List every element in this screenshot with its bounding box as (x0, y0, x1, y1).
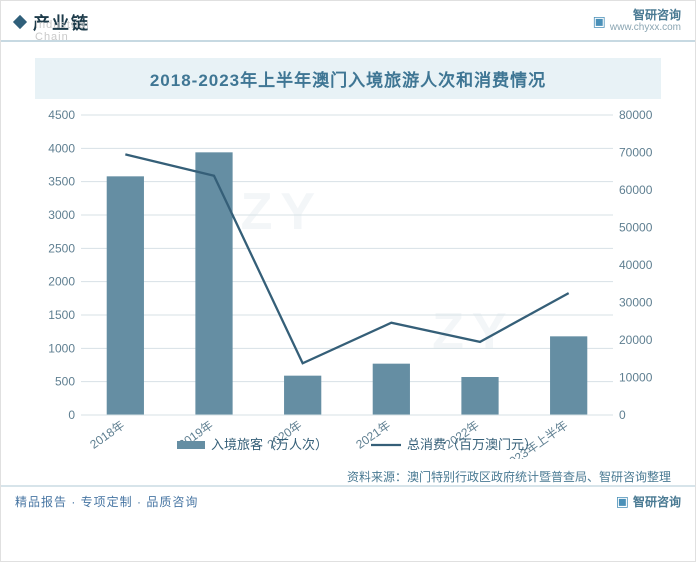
section-subtitle: Industrial Chain (35, 19, 90, 43)
svg-text:80000: 80000 (619, 109, 653, 122)
x-axis-label: 2021年 (353, 418, 393, 452)
chart-area: ZY ZY 0 500 1000 1500 2000 2500 3000 3500 4000 4500… (35, 109, 661, 464)
svg-text:3500: 3500 (48, 175, 75, 189)
svg-text:60000: 60000 (619, 183, 653, 197)
svg-text:4500: 4500 (48, 109, 75, 122)
svg-text:20000: 20000 (619, 333, 653, 347)
svg-text:40000: 40000 (619, 258, 653, 272)
svg-text:3000: 3000 (48, 208, 75, 222)
source-line: 资料来源：澳门特别行政区政府统计暨普查局、智研咨询整理 (1, 468, 671, 485)
header-left: 产业链 Industrial Chain (15, 9, 90, 34)
svg-text:1000: 1000 (48, 341, 75, 355)
svg-text:70000: 70000 (619, 146, 653, 160)
section-title: 产业链 Industrial Chain (33, 9, 90, 34)
svg-text:4000: 4000 (48, 141, 75, 155)
diamond-icon (13, 14, 27, 28)
svg-text:50000: 50000 (619, 221, 653, 235)
svg-text:0: 0 (68, 408, 75, 422)
svg-text:入境旅客（万人次）: 入境旅客（万人次） (211, 437, 328, 452)
svg-text:10000: 10000 (619, 371, 653, 385)
svg-text:500: 500 (55, 375, 75, 389)
brand-url: www.chyxx.com (610, 22, 681, 33)
footer-brand-block: ▣ 智研咨询 (616, 493, 681, 510)
chart-title: 2018-2023年上半年澳门入境旅游人次和消费情况 (35, 58, 661, 99)
header-bar: 产业链 Industrial Chain ▣ 智研咨询 www.chyxx.co… (1, 1, 695, 42)
svg-text:2500: 2500 (48, 241, 75, 255)
svg-text:2000: 2000 (48, 275, 75, 289)
footer-bar: 精品报告 · 专项定制 · 品质咨询 ▣ 智研咨询 (1, 485, 695, 516)
svg-text:30000: 30000 (619, 296, 653, 310)
brand-logo-icon: ▣ (593, 13, 606, 30)
x-axis-label: 2018年 (87, 418, 127, 452)
footer-left: 精品报告 · 专项定制 · 品质咨询 (15, 493, 198, 510)
chart-svg: ZY ZY 0 500 1000 1500 2000 2500 3000 3500 4000 4500… (35, 109, 663, 459)
footer-brand: 智研咨询 (633, 493, 681, 510)
svg-text:总消费（百万澳门元）: 总消费（百万澳门元） (407, 437, 537, 452)
footer-logo-icon: ▣ (616, 493, 629, 510)
svg-text:ZY: ZY (241, 183, 323, 241)
svg-text:ZY: ZY (432, 303, 514, 361)
svg-text:0: 0 (619, 408, 626, 422)
svg-text:1500: 1500 (48, 308, 75, 322)
brand-name: 智研咨询 (610, 9, 681, 22)
brand-block: ▣ 智研咨询 www.chyxx.com (593, 9, 681, 33)
